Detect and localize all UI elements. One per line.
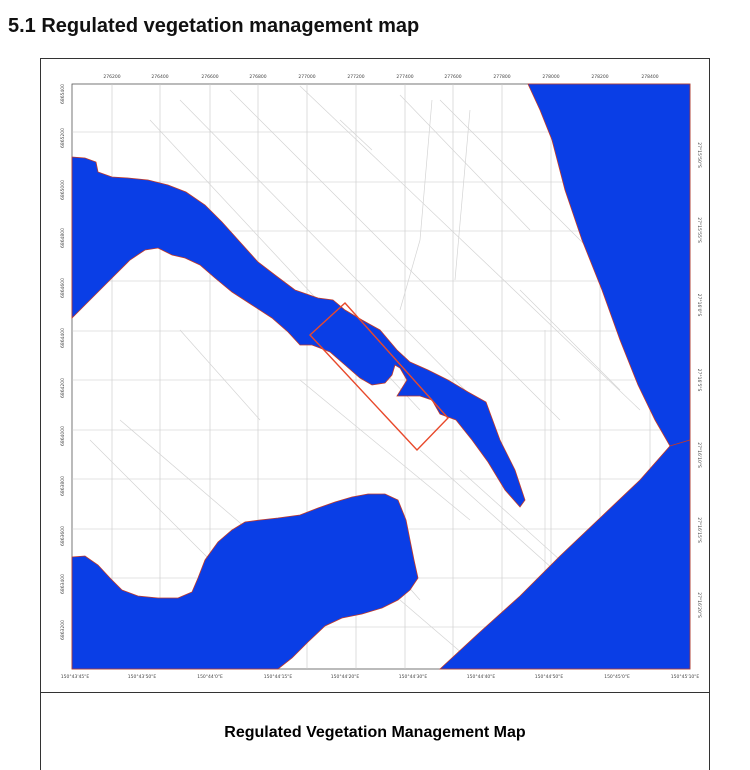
axis-tick-label: 150°44'15"E — [264, 674, 293, 680]
axis-tick-label: 277000 — [298, 74, 315, 80]
road-line — [299, 85, 641, 411]
axis-tick-label: 27°16'5"S — [696, 369, 702, 392]
axis-tick-label: 150°43'50"E — [128, 674, 157, 680]
axis-tick-label: 150°45'10"E — [671, 674, 700, 680]
axis-tick-label: 6864200 — [60, 378, 66, 398]
vegetation-area — [438, 439, 691, 670]
axis-tick-label: 150°45'0"E — [604, 674, 630, 680]
axis-tick-label: 27°16'0"S — [696, 294, 702, 317]
road-line — [399, 99, 433, 311]
road-line — [519, 289, 621, 391]
axis-tick-label: 276800 — [249, 74, 266, 80]
axis-tick-label: 150°44'20"E — [331, 674, 360, 680]
axis-tick-label: 6865400 — [60, 84, 66, 104]
axis-tick-label: 278400 — [641, 74, 658, 80]
axis-tick-label: 276400 — [151, 74, 168, 80]
axis-tick-label: 150°44'0"E — [197, 674, 223, 680]
axis-tick-label: 27°15'55"S — [696, 217, 702, 243]
axis-tick-label: 27°16'15"S — [696, 517, 702, 543]
axis-tick-label: 276200 — [103, 74, 120, 80]
axis-tick-label: 6863800 — [60, 476, 66, 496]
axis-tick-label: 150°43'45"E — [61, 674, 90, 680]
road-line — [229, 89, 561, 421]
road-line — [399, 94, 531, 231]
road-line — [459, 469, 561, 561]
axis-tick-label: 277600 — [444, 74, 461, 80]
axis-tick-label: 27°15'50"S — [696, 142, 702, 168]
axis-tick-label: 27°16'10"S — [696, 442, 702, 468]
axis-tick-label: 150°44'40"E — [467, 674, 496, 680]
footer-divider — [40, 692, 710, 693]
axis-tick-label: 6864000 — [60, 426, 66, 446]
axis-tick-label: 278000 — [542, 74, 559, 80]
axis-tick-label: 150°44'30"E — [399, 674, 428, 680]
map-title: Regulated Vegetation Management Map — [224, 724, 526, 741]
bottom-axis-labels: 150°43'45"E 150°43'50"E 150°44'0"E 150°44'1… — [61, 674, 700, 680]
road-line — [179, 99, 471, 396]
axis-tick-label: 277800 — [493, 74, 510, 80]
vegetation-area — [71, 493, 419, 670]
road-line — [339, 119, 373, 151]
axis-tick-label: 6864600 — [60, 278, 66, 298]
axis-tick-label: 276600 — [201, 74, 218, 80]
map-frame — [40, 58, 710, 770]
road-line — [179, 329, 261, 421]
axis-tick-label: 6863200 — [60, 620, 66, 640]
axis-tick-label: 27°16'20"S — [696, 592, 702, 618]
top-axis-labels: 276200 276400 276600 276800 277000 277200 2774… — [103, 74, 658, 80]
axis-tick-label: 150°44'50"E — [535, 674, 564, 680]
regulated-vegetation — [71, 83, 691, 670]
road-line — [399, 599, 471, 661]
left-axis-labels: 6865400 6865200 6865000 6864800 6864600 68644… — [60, 84, 66, 640]
axis-tick-label: 277400 — [396, 74, 413, 80]
road-line — [454, 109, 471, 281]
axis-tick-label: 277200 — [347, 74, 364, 80]
axis-tick-label: 6863600 — [60, 526, 66, 546]
axis-tick-label: 6864400 — [60, 328, 66, 348]
site-boundary — [309, 302, 449, 452]
right-axis-labels: 27°15'50"S 27°15'55"S 27°16'0"S 27°16'5"S 27… — [696, 142, 702, 618]
vegetation-area — [71, 156, 526, 508]
axis-tick-label: 6864800 — [60, 228, 66, 248]
section-heading: 5.1 Regulated vegetation management map — [8, 15, 420, 37]
axis-tick-label: 6865200 — [60, 128, 66, 148]
axis-tick-label: 278200 — [591, 74, 608, 80]
axis-tick-label: 6863400 — [60, 574, 66, 594]
axis-tick-label: 6865000 — [60, 180, 66, 200]
road-line — [299, 379, 471, 521]
